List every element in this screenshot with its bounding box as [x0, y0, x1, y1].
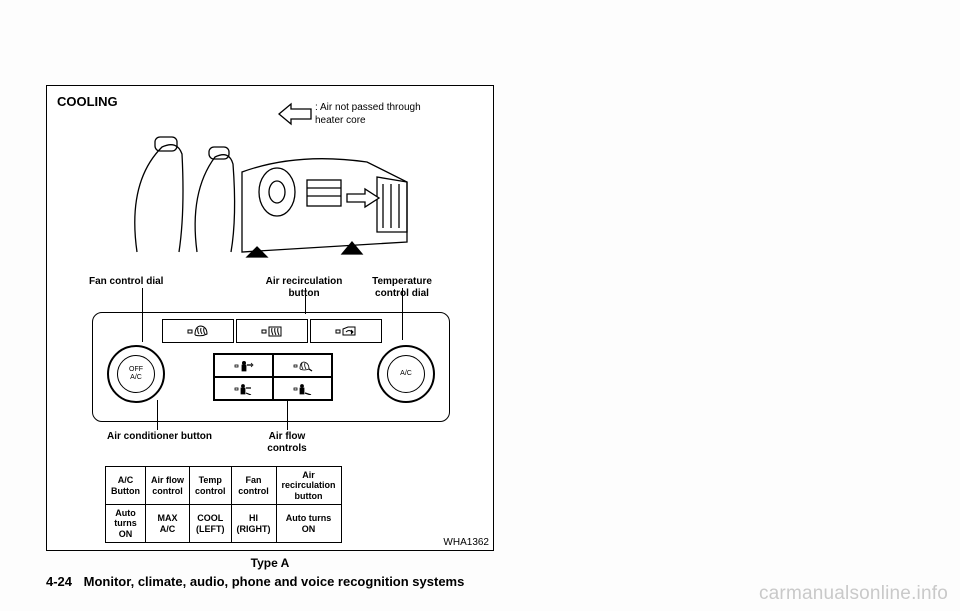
val-recirc: Auto turns ON [276, 505, 341, 543]
airflow-mode-grid [213, 353, 333, 401]
figure-code: WHA1362 [443, 537, 489, 548]
watermark-text: carmanualsonline.info [759, 583, 948, 605]
rear-defrost-button [236, 319, 308, 343]
val-ac-button: Auto turns ON [106, 505, 146, 543]
temperature-dial: A/C [377, 345, 435, 403]
dial-right-label: A/C [387, 355, 425, 393]
front-defrost-button [162, 319, 234, 343]
table-header-row: A/C Button Air flow control Temp control… [106, 467, 342, 505]
manual-page: COOLING : Air not passed through heater … [0, 0, 960, 611]
figure-title: COOLING [57, 94, 118, 109]
col-ac-button: A/C Button [106, 467, 146, 505]
label-fan-dial: Fan control dial [89, 276, 189, 288]
recirculation-button [310, 319, 382, 343]
col-airflow: Air flow control [146, 467, 190, 505]
val-airflow: MAX A/C [146, 505, 190, 543]
hvac-panel: OFF A/C A/C [92, 312, 450, 422]
table-value-row: Auto turns ON MAX A/C COOL (LEFT) HI (RI… [106, 505, 342, 543]
section-title: Monitor, climate, audio, phone and voice… [84, 574, 465, 589]
vehicle-interior-sketch [107, 122, 417, 262]
label-ac-button: Air conditioner button [107, 431, 247, 443]
mode-defrost-foot-button [273, 354, 332, 377]
mode-foot-button [273, 377, 332, 400]
figure-frame: COOLING : Air not passed through heater … [46, 85, 494, 551]
mode-bilevel-button [214, 377, 273, 400]
col-fan: Fan control [231, 467, 276, 505]
figure-caption: Type A [46, 556, 494, 570]
label-recirc-button: Air recirculation button [254, 276, 354, 300]
mode-face-button [214, 354, 273, 377]
page-number: 4-24 [46, 574, 72, 589]
fan-ac-dial: OFF A/C [107, 345, 165, 403]
label-airflow-controls: Air flow controls [247, 431, 327, 455]
leader-line [305, 288, 306, 314]
hvac-settings-table: A/C Button Air flow control Temp control… [105, 466, 342, 543]
dial-left-label: OFF A/C [117, 355, 155, 393]
val-fan: HI (RIGHT) [231, 505, 276, 543]
col-recirc: Air recirculation button [276, 467, 341, 505]
val-temp: COOL (LEFT) [190, 505, 232, 543]
col-temp: Temp control [190, 467, 232, 505]
page-footer: 4-24 Monitor, climate, audio, phone and … [46, 574, 464, 589]
panel-top-row [161, 319, 383, 343]
